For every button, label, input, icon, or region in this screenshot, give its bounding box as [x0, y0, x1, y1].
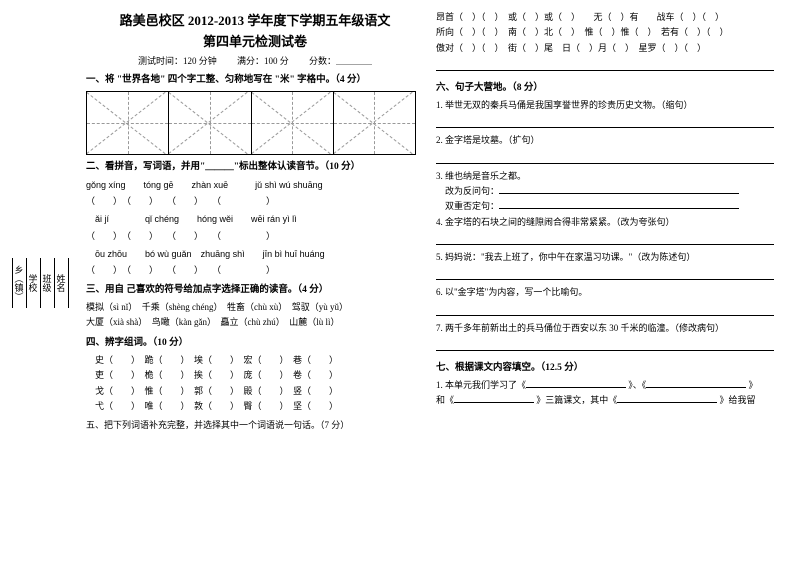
- s5-row-2: 所向（ ）（ ） 南（ ）北（ ） 惟（ ）惟（ ） 若有（ ）（ ）: [436, 25, 774, 40]
- meta-score: 分数：＿＿＿＿: [309, 56, 372, 66]
- s4-row-2: 吏（ ） 桅（ ） 挨（ ） 庞（ ） 卷（ ）: [86, 368, 424, 383]
- s6-q3b: 双重否定句：: [436, 199, 774, 214]
- s3-line-2: 大厦（xià shà） 鸟瞰（kàn gǎn） 矗立（chù zhú） 山麓（l…: [86, 315, 424, 330]
- s6-q4-line: [436, 233, 774, 245]
- meta-full: 满分：100 分: [237, 56, 289, 66]
- page-content: 路美邑校区 2012-2013 学年度下学期五年级语文 第四单元检测试卷 测试时…: [80, 10, 790, 555]
- s6-q3: 3. 维也纳是音乐之都。: [436, 169, 774, 184]
- section-2-title: 二、看拼音，写词语，并用"＿＿＿"标出整体认读音节。（10 分）: [86, 160, 424, 174]
- binding-label-class: 班级: [41, 274, 54, 292]
- s6-q7-line: [436, 339, 774, 351]
- s7-line-2: 和《 》三篇课文，其中《 》给我留: [436, 393, 774, 408]
- binding-label-name: 姓名: [55, 274, 68, 292]
- section-1-title: 一、将 "世界各地" 四个字工整、匀称地写在 "米" 字格中。（4 分）: [86, 73, 424, 87]
- s4-row-3: 戈（ ） 惟（ ） 郭（ ） 殿（ ） 竖（ ）: [86, 384, 424, 399]
- s5-row-1: 昂首（ ）（ ） 或（ ）或（ ） 无（ ）有 战车（ ）（ ）: [436, 10, 774, 25]
- right-column: 昂首（ ）（ ） 或（ ）或（ ） 无（ ）有 战车（ ）（ ） 所向（ ）（ …: [430, 10, 780, 555]
- s6-q5: 5. 妈妈说："我去上班了，你中午在家温习功课。"（改为陈述句）: [436, 250, 774, 265]
- binding-label-town: 乡（镇）: [13, 265, 26, 301]
- mi-grid: [86, 91, 416, 155]
- s6-q2-line: [436, 152, 774, 164]
- s6-q4: 4. 金字塔的石块之间的缝隙闹合得非常紧紧。（改为夸张句）: [436, 215, 774, 230]
- exam-title-2: 第四单元检测试卷: [86, 31, 424, 50]
- s6-q5-line: [436, 268, 774, 280]
- pinyin-row-2: ǎi jí qǐ chéng hóng wěi wēi rán yì lì: [86, 212, 424, 226]
- s6-q1-line: [436, 116, 774, 128]
- s4-row-4: 弋（ ） 唯（ ） 敦（ ） 臀（ ） 坚（ ）: [86, 399, 424, 414]
- s6-q3a: 改为反问句：: [436, 184, 774, 199]
- left-column: 路美邑校区 2012-2013 学年度下学期五年级语文 第四单元检测试卷 测试时…: [80, 10, 430, 555]
- section-4-title: 四、辨字组词。（10 分）: [86, 336, 424, 350]
- section-6-title: 六、句子大营地。（8 分）: [436, 81, 774, 95]
- s5-row-3: 傲对（ ）（ ） 街（ ）尾 日（ ）月（ ） 星罗（ ）（ ）: [436, 41, 774, 56]
- s3-line-1: 模拟（sì nǐ） 千乘（shèng chéng） 牲畜（chù xù） 驾驭（…: [86, 300, 424, 315]
- s6-q6-line: [436, 304, 774, 316]
- s6-q6: 6. 以"金字塔"为内容，写一个比喻句。: [436, 285, 774, 300]
- pinyin-row-3: ōu zhōu bó wù guǎn zhuāng shì jīn bì huī…: [86, 247, 424, 261]
- s6-q1: 1. 举世无双的秦兵马俑是我国享誉世界的珍贵历史文物。（缩句）: [436, 98, 774, 113]
- s6-q7: 7. 两千多年前新出土的兵马俑位于西安以东 30 千米的临潼。（修改病句）: [436, 321, 774, 336]
- s7-line-1: 1. 本单元我们学习了《 》、《 》: [436, 378, 774, 393]
- binding-margin: 姓名 班级 学校 乡（镇）: [10, 0, 70, 565]
- s4-tail: 五、把下列词语补充完整，并选择其中一个词语说一句话。（7 分）: [86, 418, 424, 433]
- paren-row-1: （ ） （ ） （ ） （ ）: [86, 194, 424, 208]
- binding-label-school: 学校: [27, 274, 40, 292]
- paren-row-3: （ ） （ ） （ ） （ ）: [86, 263, 424, 277]
- section-3-title: 三、用自 己喜欢的符号给加点字选择正确的读音。（4 分）: [86, 283, 424, 297]
- section-7-title: 七、根据课文内容填空。（12.5 分）: [436, 361, 774, 375]
- pinyin-row-1: gǒng xíng tóng gē zhàn xuē jǔ shì wú shu…: [86, 178, 424, 192]
- paren-row-2: （ ） （ ） （ ） （ ）: [86, 229, 424, 243]
- binding-col-1: 姓名 班级 学校 乡（镇）: [12, 0, 69, 565]
- exam-meta: 测试时间：120 分钟 满分：100 分 分数：＿＿＿＿: [86, 54, 424, 67]
- exam-title-1: 路美邑校区 2012-2013 学年度下学期五年级语文: [86, 10, 424, 29]
- meta-time: 测试时间：120 分钟: [138, 56, 217, 66]
- s4-row-1: 史（ ） 跪（ ） 埃（ ） 宏（ ） 巷（ ）: [86, 353, 424, 368]
- s5-answer-line: [436, 59, 774, 71]
- s6-q2: 2. 金字塔是坟墓。（扩句）: [436, 133, 774, 148]
